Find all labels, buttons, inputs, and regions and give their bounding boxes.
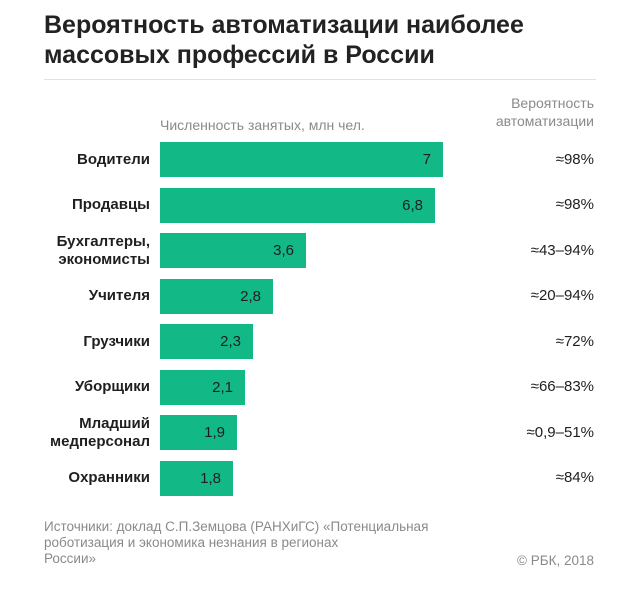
category-label-line: Водители	[77, 150, 150, 168]
source-line-2: роботизация и экономика незнания в регио…	[44, 535, 339, 550]
category-label-line: Бухгалтеры,	[56, 232, 150, 250]
category-label: Водители	[0, 151, 150, 169]
category-label-line: Уборщики	[74, 378, 150, 395]
bar	[160, 278, 273, 314]
category-label: Учителя	[0, 287, 150, 305]
source-line-1: Источники: доклад С.П.Земцова (РАНХиГС) …	[44, 519, 429, 534]
probability-header-line-2: автоматизации	[495, 113, 594, 129]
bar-value-label: 7	[422, 151, 431, 168]
category-label: Грузчики	[0, 333, 150, 351]
automation-probability: ≈20–94%	[530, 287, 594, 304]
automation-probability: ≈98%	[555, 150, 594, 168]
bar-value-label: 2,3	[220, 333, 241, 350]
chart-title-line-2: массовых профессий в России	[44, 41, 435, 69]
automation-probability: ≈84%	[555, 469, 594, 486]
copyright: © РБК, 2018	[517, 553, 594, 568]
title-divider	[44, 79, 596, 80]
employed-column-header: Численность занятых, млн чел.	[160, 117, 365, 133]
bar-value-label: 2,8	[240, 287, 261, 305]
bar-value-label: 3,6	[273, 242, 294, 259]
category-label: Бухгалтеры, экономисты	[0, 233, 150, 269]
bar-value-label: 6,8	[402, 196, 423, 214]
category-label: Младший медперсонал	[0, 415, 150, 451]
category-label-line: Младший	[79, 414, 150, 432]
category-label-line: Учителя	[88, 287, 150, 304]
category-label: Продавцы	[0, 196, 150, 214]
bar	[160, 187, 435, 223]
bar-value-label: 1,9	[204, 424, 225, 441]
category-label-line: медперсонал	[50, 432, 150, 450]
bar	[160, 324, 253, 359]
source-line-3: России»	[44, 551, 97, 566]
probability-header-line-1: Вероятность	[511, 95, 594, 111]
category-label: Охранники	[0, 469, 150, 487]
bar	[160, 369, 245, 405]
bar	[160, 142, 443, 177]
category-label: Уборщики	[0, 378, 150, 396]
automation-probability: ≈98%	[555, 196, 594, 213]
chart-title: Вероятность автоматизации наиболее массо…	[44, 10, 604, 70]
automation-probability: ≈72%	[555, 332, 594, 350]
category-label-line: Грузчики	[83, 332, 150, 350]
automation-probability: ≈66–83%	[530, 378, 594, 395]
bar	[160, 415, 237, 450]
automation-probability: ≈0,9–51%	[526, 423, 594, 441]
source-note: Источники: доклад С.П.Земцова (РАНХиГС) …	[44, 519, 474, 567]
probability-column-header: Вероятность автоматизации	[414, 94, 594, 130]
chart-title-line-1: Вероятность автоматизации наиболее	[44, 11, 524, 39]
category-label-line: Продавцы	[71, 196, 150, 213]
bar-value-label: 1,8	[200, 469, 221, 487]
bar	[160, 460, 233, 496]
bar-value-label: 2,1	[212, 378, 233, 396]
category-label-line: экономисты	[58, 250, 150, 268]
automation-probability: ≈43–94%	[530, 241, 594, 259]
bar	[160, 233, 306, 268]
category-label-line: Охранники	[68, 469, 150, 486]
